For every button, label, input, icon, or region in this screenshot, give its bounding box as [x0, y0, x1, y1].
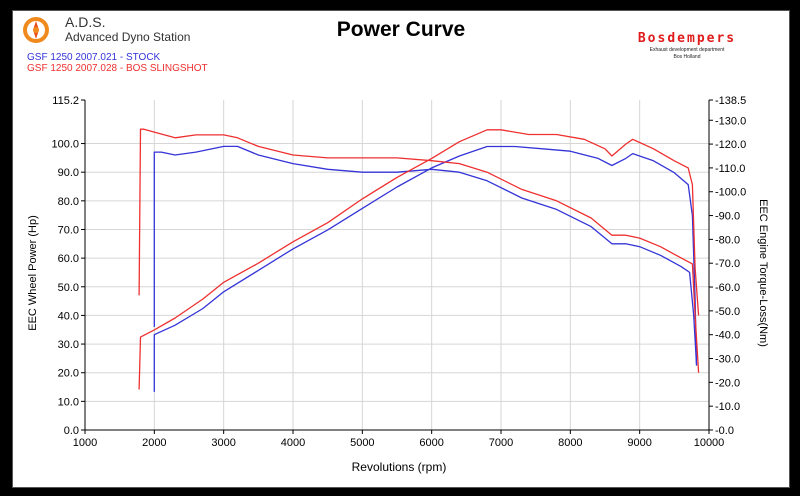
- y2-tick-label: -60.0: [715, 282, 740, 294]
- y-tick-label: 90.0: [58, 167, 79, 179]
- chart-title: Power Curve: [336, 18, 466, 41]
- y2-axis-label: EEC Engine Torque-Loss(Nm): [757, 199, 769, 347]
- dyno-report-panel: A.D.S. Advanced Dyno Station Power Curve…: [12, 10, 790, 488]
- y-tick-label: 40.0: [58, 310, 79, 322]
- y2-tick-label: -80.0: [715, 234, 740, 246]
- sponsor-logo: Bosdempers Exhaust development departmen…: [613, 31, 761, 60]
- power-curve-chart: 1000 2000 3000 4000 5000 6000 7000 8000 9000 1000…: [27, 95, 769, 474]
- x-tick-label: 8000: [558, 437, 582, 449]
- series-line-slingshot-power: [138, 128, 700, 373]
- y-tick-label: 70.0: [58, 224, 79, 236]
- x-tick-label: 4000: [281, 437, 305, 449]
- sponsor-department: Exhaust development department: [649, 47, 725, 53]
- axes: [84, 100, 710, 431]
- y2-tick-label: -0.0: [715, 425, 734, 437]
- x-tick-label: 6000: [419, 437, 443, 449]
- x-tick-label: 3000: [211, 437, 235, 449]
- y2-tick-label: -110.0: [715, 163, 745, 175]
- sponsor-name: Bosdempers: [637, 31, 737, 46]
- y2-axis-ticks: -0.0 -10.0 -20.0 -30.0 -40.0 -50.0 -60.0 -70.0 -…: [709, 95, 746, 437]
- y2-tick-label: -120.0: [715, 139, 746, 151]
- y-tick-label: 10.0: [58, 396, 79, 408]
- x-tick-label: 7000: [489, 437, 513, 449]
- series-line-stock-torque: [153, 145, 698, 392]
- x-axis-ticks: 1000 2000 3000 4000 5000 6000 7000 8000 9000 1000…: [73, 430, 725, 449]
- y-tick-label: 20.0: [58, 368, 79, 380]
- y-tick-label: 30.0: [58, 339, 79, 351]
- sponsor-location: Bos Holland: [673, 54, 701, 60]
- y2-tick-label: -70.0: [715, 258, 740, 270]
- legend-entry-stock: GSF 1250 2007.021 - STOCK: [27, 52, 161, 63]
- y2-tick-label: -10.0: [715, 401, 740, 413]
- grid: [84, 100, 710, 430]
- y-tick-label: 60.0: [58, 253, 79, 265]
- x-tick-label: 9000: [627, 437, 651, 449]
- x-tick-label: 1000: [73, 437, 97, 449]
- y2-tick-label: -130.0: [715, 115, 746, 127]
- y2-tick-label: -50.0: [715, 306, 740, 318]
- y-tick-label: 100.0: [51, 139, 79, 151]
- y2-tick-label: -40.0: [715, 330, 740, 342]
- series-line-stock-power: [153, 145, 698, 365]
- app-name: Advanced Dyno Station: [65, 30, 191, 44]
- y2-tick-label: -20.0: [715, 377, 740, 389]
- series-line-slingshot-torque: [138, 129, 700, 390]
- y2-tick-label: -90.0: [715, 211, 740, 223]
- x-axis-label: Revolutions (rpm): [352, 460, 447, 474]
- y-axis-ticks: 0.0 10.0 20.0 30.0 40.0 50.0 60.0 70.0 80.0 90.0 1…: [51, 95, 85, 437]
- series-lines: [138, 128, 700, 392]
- y-axis-label: EEC Wheel Power (Hp): [27, 215, 39, 331]
- x-tick-label: 2000: [142, 437, 166, 449]
- y2-tick-label: -30.0: [715, 354, 740, 366]
- ads-logo-icon: [23, 17, 49, 43]
- y-tick-label: 80.0: [58, 196, 79, 208]
- y2-tick-label: -138.5: [715, 95, 746, 107]
- x-tick-label: 10000: [694, 437, 725, 449]
- x-tick-label: 5000: [350, 437, 374, 449]
- y2-tick-label: -100.0: [715, 187, 746, 199]
- y-tick-label: 0.0: [64, 425, 79, 437]
- y-tick-label: 115.2: [52, 95, 79, 107]
- app-abbreviation: A.D.S.: [65, 14, 106, 30]
- y-tick-label: 50.0: [58, 282, 79, 294]
- legend: GSF 1250 2007.021 - STOCK GSF 1250 2007.…: [27, 52, 208, 74]
- legend-entry-slingshot: GSF 1250 2007.028 - BOS SLINGSHOT: [27, 63, 208, 74]
